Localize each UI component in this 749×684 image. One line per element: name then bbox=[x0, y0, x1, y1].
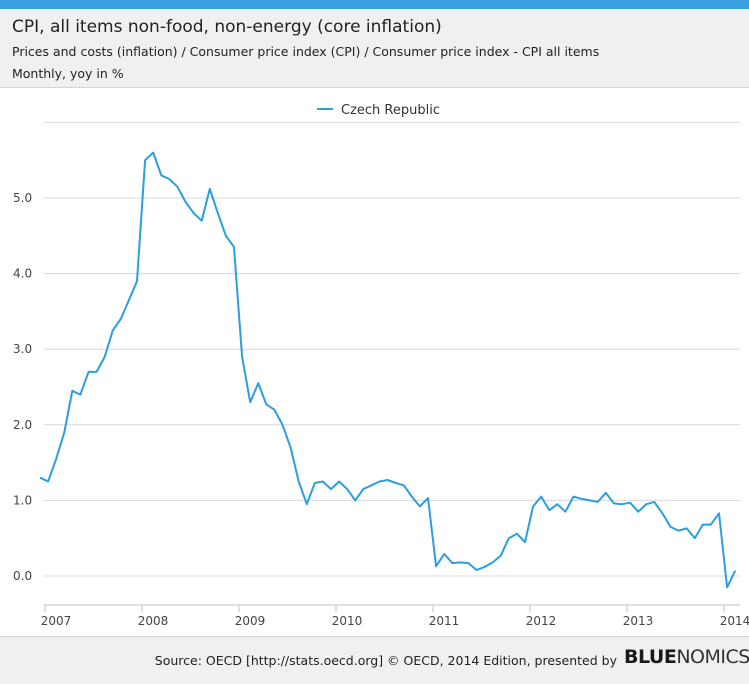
x-tick-label: 2011 bbox=[429, 614, 460, 628]
x-tick-label: 2012 bbox=[526, 614, 557, 628]
x-axis: 2007 2008 2009 2010 2011 2012 2013 2014 bbox=[41, 604, 749, 628]
series-line-czech-republic[interactable] bbox=[39, 151, 737, 589]
x-tick-label: 2008 bbox=[138, 614, 169, 628]
chart-footer: Source: OECD [http://stats.oecd.org] © O… bbox=[0, 636, 749, 684]
chart-header: CPI, all items non-food, non-energy (cor… bbox=[0, 9, 749, 88]
legend-label-czech-republic: Czech Republic bbox=[341, 103, 440, 118]
brand-bold: BLUE bbox=[624, 646, 677, 668]
x-tick-label: 2009 bbox=[235, 614, 266, 628]
chart-title: CPI, all items non-food, non-energy (cor… bbox=[12, 17, 442, 37]
source-note: Source: OECD [http://stats.oecd.org] © O… bbox=[154, 653, 617, 668]
series-group bbox=[39, 151, 737, 589]
y-tick-label: 1.0 bbox=[13, 493, 32, 507]
y-tick-label: 2.0 bbox=[13, 418, 32, 432]
x-tick-label: 2010 bbox=[332, 614, 363, 628]
y-tick-label: 0.0 bbox=[13, 569, 32, 583]
x-tick-label: 2014 bbox=[720, 614, 749, 628]
chart-unit: Monthly, yoy in % bbox=[12, 66, 124, 81]
chart-subtitle: Prices and costs (inflation) / Consumer … bbox=[12, 44, 600, 59]
y-tick-label: 5.0 bbox=[13, 191, 32, 205]
chart-legend[interactable]: Czech Republic bbox=[317, 103, 440, 118]
y-axis-ticks: 0.0 1.0 2.0 3.0 4.0 5.0 bbox=[13, 191, 32, 583]
accent-bar bbox=[0, 0, 749, 9]
x-tick-label: 2007 bbox=[41, 614, 72, 628]
x-tick-label: 2013 bbox=[623, 614, 654, 628]
y-tick-label: 3.0 bbox=[13, 342, 32, 356]
line-chart: 0.01.02.03.04.05.0 2007 2008 2009 2010 2011 2… bbox=[13, 103, 749, 628]
bluenomics-logo[interactable]: BLUENOMICS bbox=[624, 646, 749, 668]
chart-grid bbox=[44, 121, 740, 577]
brand-rest: NOMICS bbox=[676, 646, 749, 668]
y-tick-label: 4.0 bbox=[13, 267, 32, 281]
